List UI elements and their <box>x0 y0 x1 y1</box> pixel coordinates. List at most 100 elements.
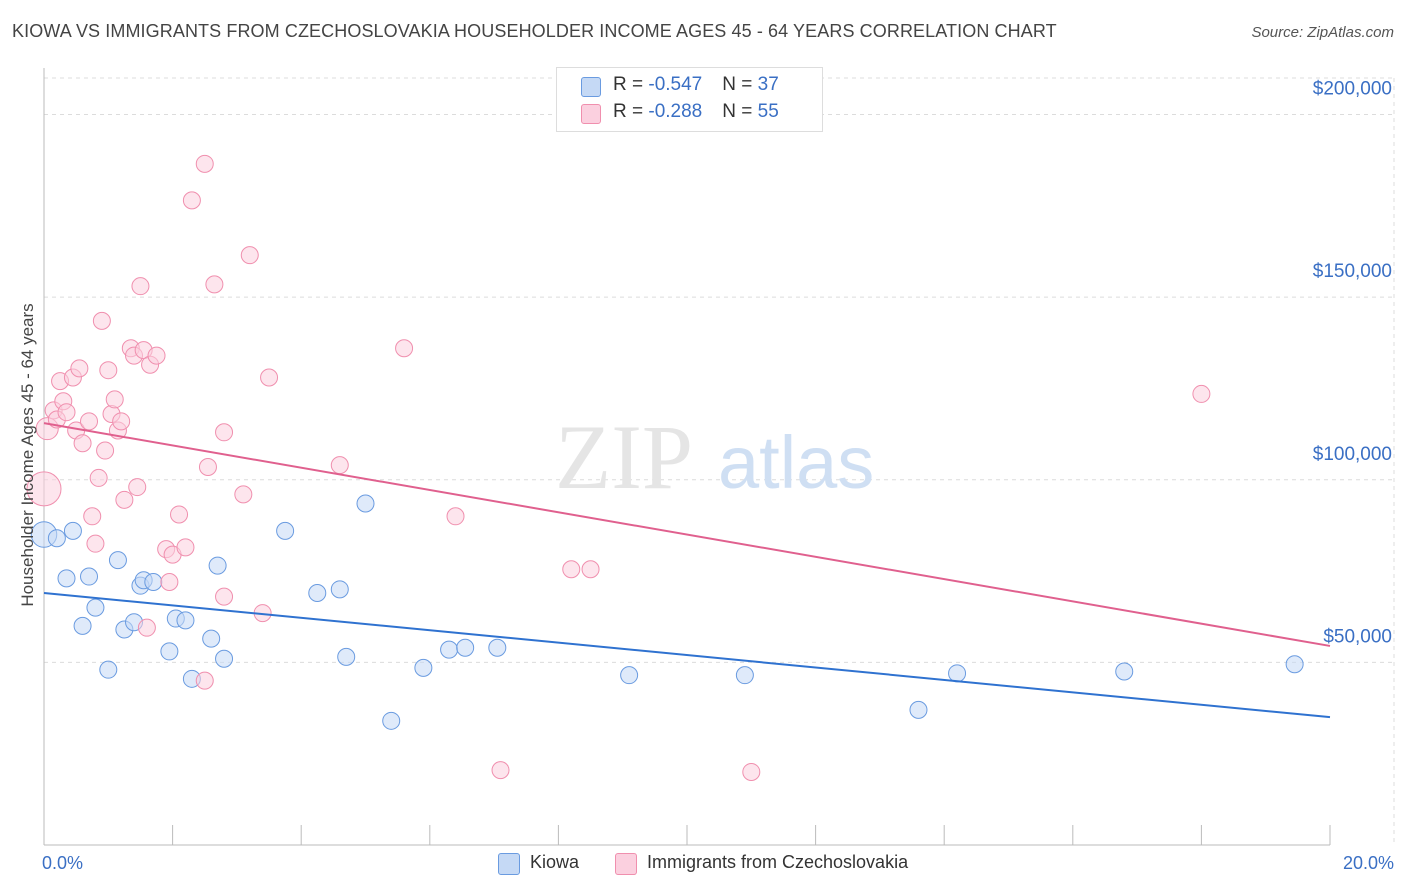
kiowa-point <box>144 573 163 592</box>
kiowa-trend-line <box>43 591 1331 719</box>
x-tick-label-min: 0.0% <box>42 853 83 873</box>
kiowa-point <box>356 494 375 513</box>
legend-swatch-kiowa <box>581 77 601 97</box>
czech-point <box>581 560 600 579</box>
czech-point <box>105 390 124 409</box>
czech-point <box>83 507 102 526</box>
czech-point <box>195 671 214 690</box>
czech-point <box>112 412 131 431</box>
czech-point <box>137 618 156 637</box>
czech-point <box>260 368 279 387</box>
kiowa-point <box>208 556 227 575</box>
czech-point <box>742 762 761 781</box>
kiowa-point <box>1285 655 1304 674</box>
bottom-legend-swatch-czech <box>615 853 637 875</box>
legend-r-value: -0.288 <box>648 101 703 122</box>
legend-n-value: 37 <box>757 74 779 95</box>
trend-lines <box>43 422 1331 719</box>
czech-point <box>160 573 179 592</box>
kiowa-point <box>337 647 356 666</box>
y-tick-label: $200,000 <box>1313 79 1392 100</box>
y-tick-label: $100,000 <box>1313 444 1392 465</box>
czech-point <box>96 441 115 460</box>
czech-point <box>176 538 195 557</box>
legend-n-label: N = <box>722 74 758 95</box>
y-tick-label: $50,000 <box>1323 626 1392 647</box>
kiowa-point <box>99 660 118 679</box>
czech-point <box>92 311 111 330</box>
kiowa-point <box>1115 662 1134 681</box>
watermark: ZIP atlas <box>555 406 874 508</box>
bottom-legend-label-kiowa: Kiowa <box>530 852 580 872</box>
bottom-legend-label-czech: Immigrants from Czechoslovakia <box>647 852 909 872</box>
bottom-legend-swatch-kiowa <box>498 853 520 875</box>
kiowa-point <box>73 616 92 635</box>
y-axis-label: Householder Income Ages 45 - 64 years <box>18 303 37 607</box>
czech-point <box>182 191 201 210</box>
czech-point <box>131 277 150 296</box>
kiowa-point <box>160 642 179 661</box>
kiowa-point <box>176 611 195 630</box>
x-tick-label-max: 20.0% <box>1343 853 1394 873</box>
kiowa-point <box>948 664 967 683</box>
legend-n-label: N = <box>722 101 758 122</box>
czech-point <box>57 403 76 422</box>
legend: R = -0.547 N = 37 R = -0.288 N = 55 <box>556 67 823 132</box>
tick-labels: $50,000 $100,000 $150,000 $200,000 0.0% 20.0% <box>42 79 1394 873</box>
czech-point <box>26 471 62 507</box>
kiowa-point <box>80 567 99 586</box>
czech-point <box>170 505 189 524</box>
chart-title: KIOWA VS IMMIGRANTS FROM CZECHOSLOVAKIA … <box>12 21 1057 41</box>
kiowa-point <box>382 711 401 730</box>
watermark-zip: ZIP <box>555 406 693 508</box>
kiowa-point <box>620 666 639 685</box>
kiowa-point <box>414 658 433 677</box>
czech-point <box>195 154 214 173</box>
kiowa-point <box>108 551 127 570</box>
czech-point <box>562 560 581 579</box>
watermark-atlas: atlas <box>718 421 874 504</box>
czech-point <box>99 361 118 380</box>
kiowa-point <box>440 640 459 659</box>
kiowa-point <box>276 521 295 540</box>
czech-point <box>215 587 234 606</box>
kiowa-point <box>47 529 66 548</box>
czech-point <box>86 534 105 553</box>
kiowa-point <box>86 598 105 617</box>
czech-point <box>395 339 414 358</box>
czech-point <box>198 457 217 476</box>
czech-point <box>128 478 147 497</box>
czech-point <box>240 246 259 265</box>
czech-trend-line <box>43 422 1331 647</box>
legend-n-value: 55 <box>757 101 779 122</box>
czech-point <box>70 359 89 378</box>
axes <box>43 68 1331 846</box>
kiowa-point <box>909 700 928 719</box>
legend-r-label: R = <box>613 74 649 95</box>
kiowa-point <box>330 580 349 599</box>
czech-point <box>73 434 92 453</box>
kiowa-point <box>202 629 221 648</box>
kiowa-point <box>57 569 76 588</box>
y-tick-label: $150,000 <box>1313 261 1392 282</box>
czech-point <box>89 468 108 487</box>
czech-point <box>491 761 510 780</box>
kiowa-point <box>456 638 475 657</box>
czech-point <box>147 346 166 365</box>
czech-point <box>1192 384 1211 403</box>
czech-point <box>215 423 234 442</box>
kiowa-point <box>735 666 754 685</box>
czech-point <box>446 507 465 526</box>
legend-r-label: R = <box>613 101 649 122</box>
legend-r-value: -0.547 <box>648 74 703 95</box>
kiowa-point <box>63 521 82 540</box>
kiowa-point <box>488 638 507 657</box>
czech-point <box>115 490 134 509</box>
kiowa-point <box>308 583 327 602</box>
czech-point <box>80 412 99 431</box>
czech-point <box>234 485 253 504</box>
kiowa-point <box>215 649 234 668</box>
source-label: Source: ZipAtlas.com <box>1251 24 1394 41</box>
czech-point <box>330 456 349 475</box>
